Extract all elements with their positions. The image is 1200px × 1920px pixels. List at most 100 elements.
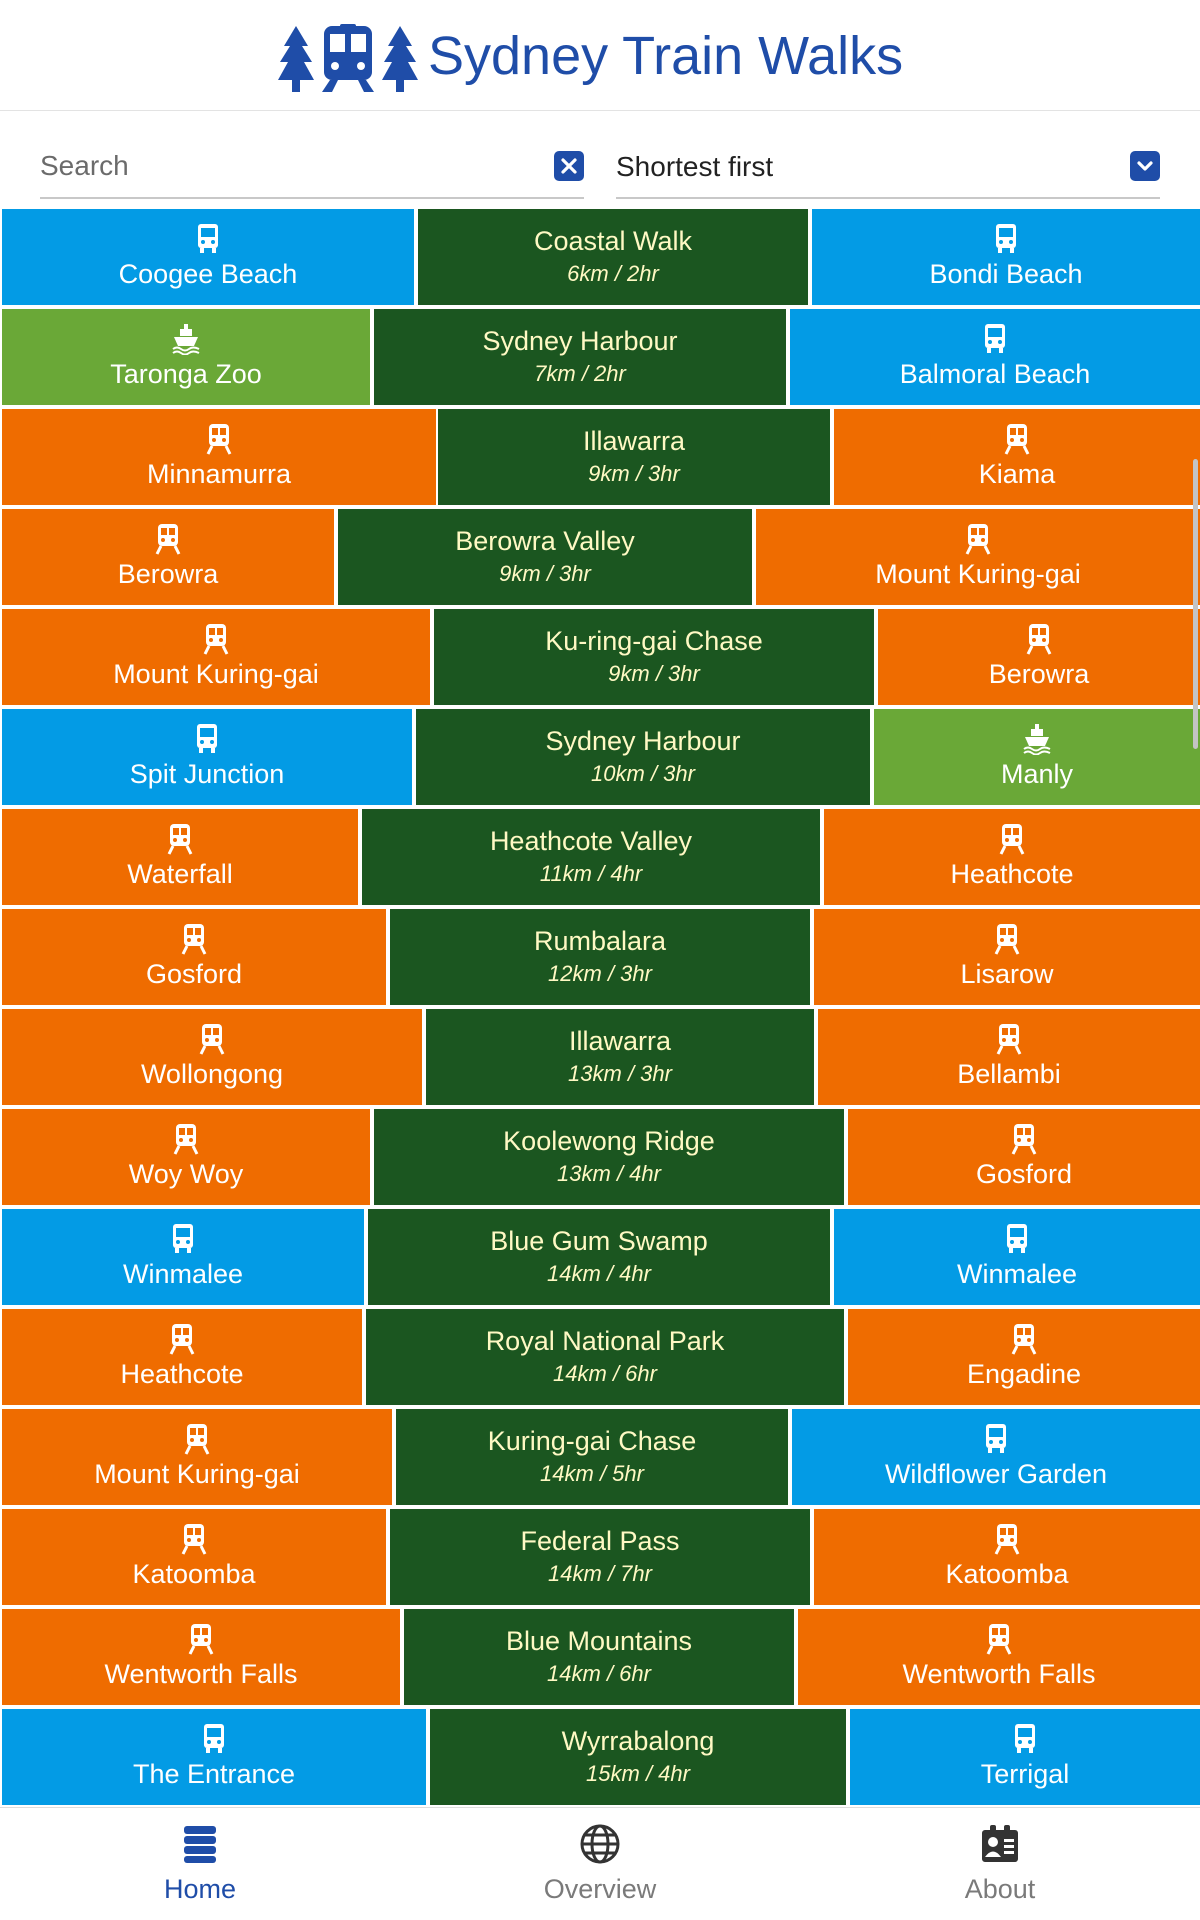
app-header: Sydney Train Walks [0,0,1200,111]
end-stop-cell[interactable]: Engadine [848,1309,1200,1405]
walk-row[interactable]: Katoomba Federal Pass 14km / 7hr Katoomba [0,1509,1200,1607]
walk-row[interactable]: Mount Kuring-gai Kuring-gai Chase 14km / 5… [0,1409,1200,1507]
walk-name: Kuring-gai Chase [487,1426,697,1456]
walk-distance: 14km / 5hr [540,1461,644,1486]
train-icon [173,1124,199,1155]
walk-name: Coastal Walk [533,226,693,256]
start-stop-cell[interactable]: Waterfall [2,809,358,905]
walk-cell[interactable]: Koolewong Ridge 13km / 4hr [374,1109,844,1205]
walk-row[interactable]: Waterfall Heathcote Valley 11km / 4hr Heath… [0,809,1200,907]
end-stop-cell[interactable]: Lisarow [814,909,1200,1005]
end-stop-cell[interactable]: Balmoral Beach [790,309,1200,405]
walk-row[interactable]: Woy Woy Koolewong Ridge 13km / 4hr Gosford [0,1109,1200,1207]
bus-icon [985,324,1005,353]
walk-row[interactable]: Winmalee Blue Gum Swamp 14km / 4hr Winmalee [0,1209,1200,1307]
start-stop-cell[interactable]: Heathcote [2,1309,362,1405]
end-stop-cell[interactable]: Wentworth Falls [798,1609,1200,1705]
walk-cell[interactable]: Rumbalara 12km / 3hr [390,909,810,1005]
end-stop-cell[interactable]: Bellambi [818,1009,1200,1105]
walk-list[interactable]: Coogee Beach Coastal Walk 6km / 2hr Bondi B… [0,209,1200,1807]
walk-cell[interactable]: Illawarra 9km / 3hr [438,409,830,505]
end-stop-name: Mount Kuring-gai [875,559,1081,589]
end-stop-cell[interactable]: Heathcote [824,809,1200,905]
train-icon [1026,624,1052,655]
walk-cell[interactable]: Illawarra 13km / 3hr [426,1009,814,1105]
walk-row[interactable]: Taronga Zoo Sydney Harbour 7km / 2hr Balmor… [0,309,1200,407]
nav-about[interactable]: About [800,1808,1200,1920]
sort-dropdown-button[interactable] [1130,151,1160,181]
search-input[interactable] [40,137,510,195]
walk-cell[interactable]: Berowra Valley 9km / 3hr [338,509,752,605]
walk-cell[interactable]: Heathcote Valley 11km / 4hr [362,809,820,905]
end-stop-cell[interactable]: Katoomba [814,1509,1200,1605]
nav-overview[interactable]: Overview [400,1808,800,1920]
start-stop-cell[interactable]: The Entrance [2,1709,426,1805]
walk-name: Ku-ring-gai Chase [545,626,763,656]
end-stop-cell[interactable]: Kiama [834,409,1200,505]
start-stop-cell[interactable]: Winmalee [2,1209,364,1305]
walk-cell[interactable]: Kuring-gai Chase 14km / 5hr [396,1409,788,1505]
clear-search-button[interactable] [554,151,584,181]
walk-name: Blue Gum Swamp [490,1226,708,1256]
walk-row[interactable]: Mount Kuring-gai Ku-ring-gai Chase 9km / 3… [0,609,1200,707]
walk-row[interactable]: Wollongong Illawarra 13km / 3hr Bellambi [0,1009,1200,1107]
walk-cell[interactable]: Sydney Harbour 7km / 2hr [374,309,786,405]
start-stop-cell[interactable]: Taronga Zoo [2,309,370,405]
train-icon [167,824,193,855]
walk-row[interactable]: Berowra Berowra Valley 9km / 3hr Mount Kuri… [0,509,1200,607]
walk-cell[interactable]: Blue Mountains 14km / 6hr [404,1609,794,1705]
end-stop-cell[interactable]: Mount Kuring-gai [756,509,1200,605]
end-stop-cell[interactable]: Manly [874,709,1200,805]
start-stop-name: Minnamurra [146,459,292,489]
walk-row[interactable]: Wentworth Falls Blue Mountains 14km / 6hr W… [0,1609,1200,1707]
end-stop-cell[interactable]: Berowra [878,609,1200,705]
end-stop-cell[interactable]: Terrigal [850,1709,1200,1805]
end-stop-cell[interactable]: Gosford [848,1109,1200,1205]
end-stop-name: Winmalee [956,1259,1078,1289]
walk-row[interactable]: Spit Junction Sydney Harbour 10km / 3hr Man… [0,709,1200,807]
nav-home[interactable]: Home [0,1808,400,1920]
start-stop-cell[interactable]: Berowra [2,509,334,605]
walk-row[interactable]: Minnamurra Illawarra 9km / 3hr Kiama [0,409,1200,507]
walk-row[interactable]: Gosford Rumbalara 12km / 3hr Lisarow [0,909,1200,1007]
walk-distance: 14km / 4hr [547,1261,651,1286]
walk-name: Berowra Valley [455,526,635,556]
walk-cell[interactable]: Sydney Harbour 10km / 3hr [416,709,870,805]
scrollbar[interactable] [1193,459,1198,749]
start-stop-cell[interactable]: Mount Kuring-gai [2,609,430,705]
walk-cell[interactable]: Royal National Park 14km / 6hr [366,1309,844,1405]
walk-row[interactable]: The Entrance Wyrrabalong 15km / 4hr Terriga… [0,1709,1200,1807]
start-stop-name: Woy Woy [128,1159,244,1189]
start-stop-cell[interactable]: Gosford [2,909,386,1005]
walk-name: Federal Pass [520,1526,680,1556]
end-stop-cell[interactable]: Wildflower Garden [792,1409,1200,1505]
start-stop-cell[interactable]: Minnamurra [2,409,436,505]
start-stop-name: Winmalee [122,1259,244,1289]
walk-row[interactable]: Heathcote Royal National Park 14km / 6hr En… [0,1309,1200,1407]
sort-selected-label: Shortest first [616,151,774,182]
walk-name: Blue Mountains [505,1626,693,1656]
start-stop-cell[interactable]: Wollongong [2,1009,422,1105]
end-stop-cell[interactable]: Winmalee [834,1209,1200,1305]
end-stop-cell[interactable]: Bondi Beach [812,209,1200,305]
start-stop-cell[interactable]: Mount Kuring-gai [2,1409,392,1505]
walk-cell[interactable]: Ku-ring-gai Chase 9km / 3hr [434,609,874,705]
start-stop-cell[interactable]: Wentworth Falls [2,1609,400,1705]
start-stop-cell[interactable]: Woy Woy [2,1109,370,1205]
start-stop-cell[interactable]: Spit Junction [2,709,412,805]
walk-cell[interactable]: Coastal Walk 6km / 2hr [418,209,808,305]
start-stop-cell[interactable]: Katoomba [2,1509,386,1605]
sort-select[interactable]: Shortest first [616,137,1160,199]
app-title: Sydney Train Walks [428,26,904,86]
start-stop-cell[interactable]: Coogee Beach [2,209,414,305]
walk-cell[interactable]: Wyrrabalong 15km / 4hr [430,1709,846,1805]
walk-distance: 15km / 4hr [586,1761,690,1786]
nav-overview-label: Overview [543,1874,657,1904]
walk-row[interactable]: Coogee Beach Coastal Walk 6km / 2hr Bondi B… [0,209,1200,307]
end-stop-name: Balmoral Beach [899,359,1091,389]
bus-icon [996,224,1016,253]
walk-cell[interactable]: Blue Gum Swamp 14km / 4hr [368,1209,830,1305]
list-icon [184,1826,216,1863]
walk-cell[interactable]: Federal Pass 14km / 7hr [390,1509,810,1605]
walk-name: Wyrrabalong [561,1726,715,1756]
